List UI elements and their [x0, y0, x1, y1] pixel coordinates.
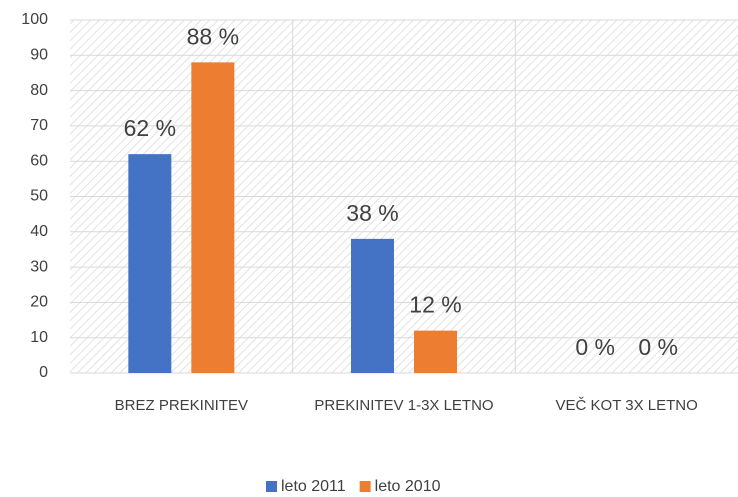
legend-swatch — [266, 481, 277, 492]
legend-label: leto 2010 — [375, 478, 441, 495]
data-label: 62 % — [124, 115, 176, 141]
y-tick-label: 70 — [30, 117, 48, 134]
y-tick-label: 40 — [30, 223, 48, 240]
bar — [191, 62, 235, 374]
bar — [351, 238, 394, 373]
x-tick-label-box: VEČ KOT 3X LETNO — [555, 397, 698, 414]
x-tick-label-box: BREZ PREKINITEV — [114, 397, 248, 414]
bar — [414, 330, 457, 373]
x-tick-label-box: PREKINITEV 1-3X LETNO — [314, 397, 494, 414]
y-tick-label: 90 — [30, 47, 48, 64]
y-tick-label: 80 — [30, 82, 48, 99]
x-tick-label: VEČ KOT 3X LETNO — [555, 397, 698, 414]
data-label: 12 % — [409, 292, 461, 318]
y-tick-label: 50 — [30, 188, 48, 205]
y-tick-label: 100 — [21, 11, 48, 28]
legend-swatch — [359, 481, 371, 492]
legend-label: leto 2011 — [281, 478, 346, 495]
data-label: 38 % — [346, 200, 398, 226]
y-tick-label: 0 — [39, 364, 48, 381]
x-tick-label: BREZ PREKINITEV — [114, 397, 248, 414]
x-tick-label: PREKINITEV 1-3X LETNO — [314, 397, 494, 414]
y-tick-label: 60 — [30, 152, 48, 169]
y-tick-label: 10 — [30, 329, 48, 346]
data-label: 0 % — [575, 334, 615, 360]
y-tick-label: 20 — [30, 294, 48, 311]
y-tick-label: 30 — [30, 258, 48, 275]
bar — [128, 154, 172, 373]
data-label: 88 % — [187, 23, 239, 49]
data-label: 0 % — [638, 334, 678, 360]
